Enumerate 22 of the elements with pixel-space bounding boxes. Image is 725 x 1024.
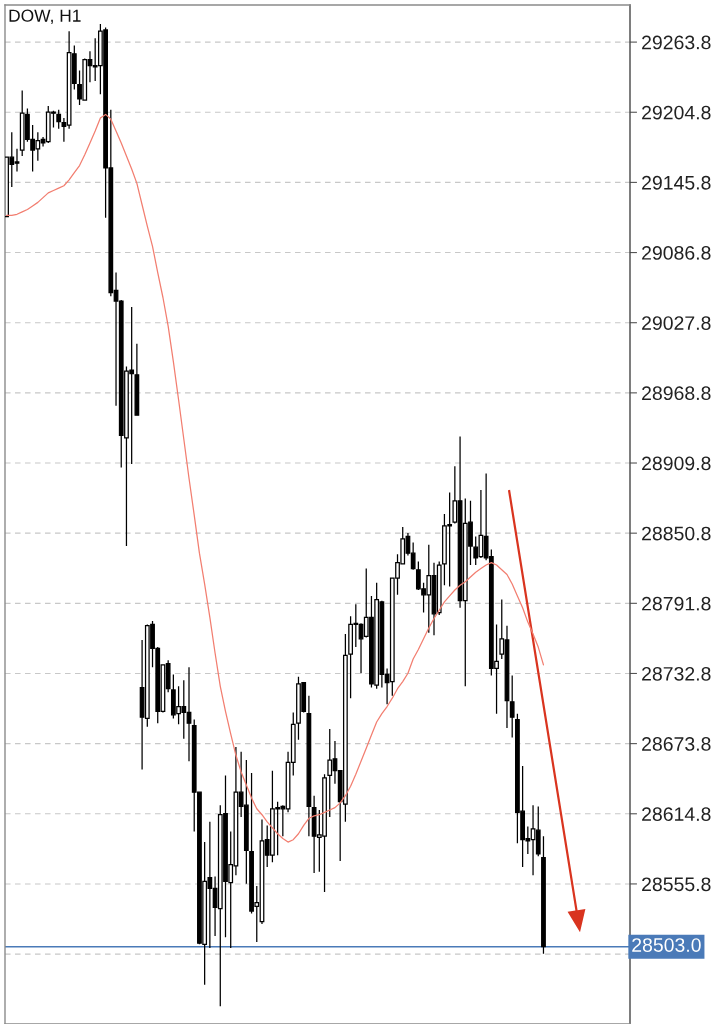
candlestick	[541, 835, 546, 955]
y-tick-label: 28909.8	[642, 456, 711, 471]
candlestick	[327, 728, 333, 818]
y-tick-label: 28673.8	[642, 737, 711, 751]
y-tick-label: 29027.8	[642, 316, 711, 330]
y-tick-label: 28791.8	[642, 596, 711, 611]
candlestick	[306, 695, 312, 837]
y-tick-label: 28968.8	[642, 386, 711, 401]
ref-line-label: 28503.0	[632, 938, 701, 952]
chart-title: DOW, H1	[9, 9, 81, 24]
y-tick-label: 29263.8	[642, 35, 711, 50]
candlestick	[134, 343, 140, 416]
y-tick-label: 28732.8	[642, 666, 711, 681]
y-tick-label: 29204.8	[642, 105, 711, 120]
y-tick-label: 28555.8	[642, 877, 711, 892]
y-tick-label: 28850.8	[642, 526, 711, 541]
candlestick	[509, 674, 515, 739]
candlestick	[56, 109, 62, 130]
line-series	[5, 113, 545, 843]
y-tick-label: 28614.8	[642, 807, 711, 822]
y-tick-label: 29086.8	[642, 246, 711, 260]
y-tick-label: 29145.8	[642, 175, 711, 190]
